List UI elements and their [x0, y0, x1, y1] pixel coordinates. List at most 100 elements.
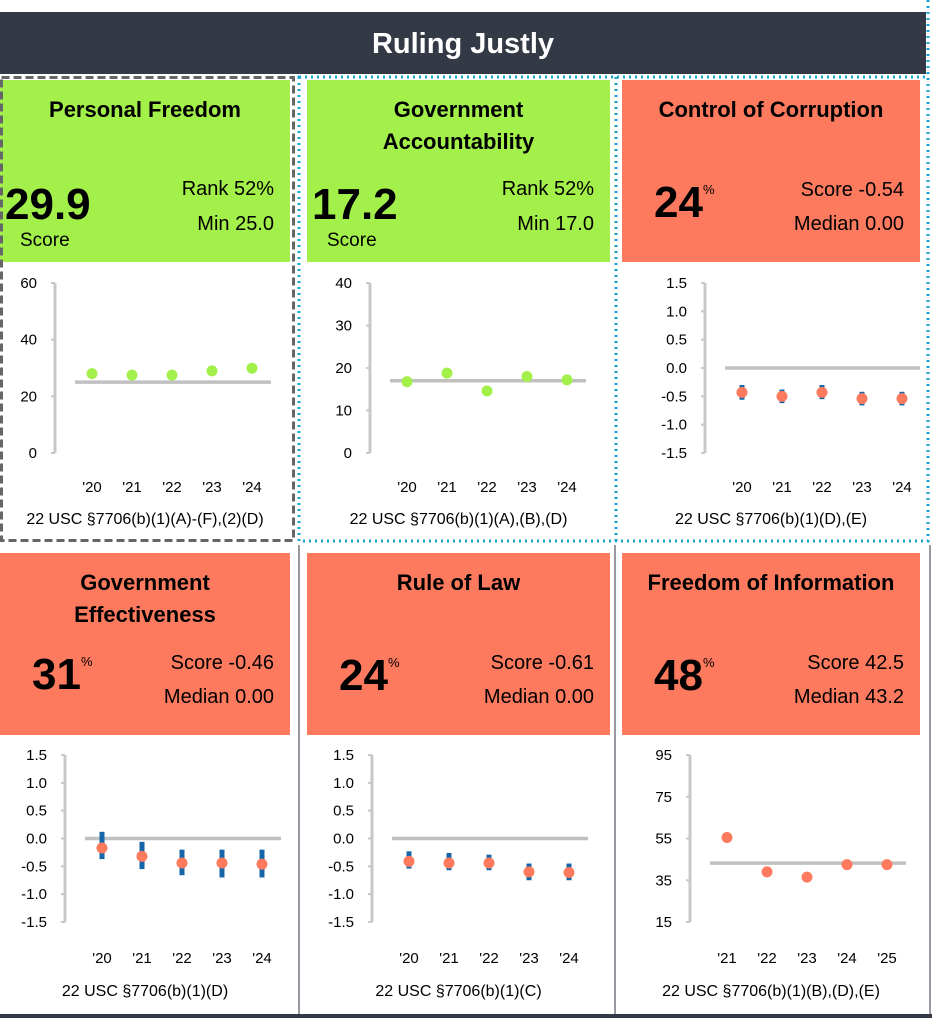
x-tick-label: '21 [439, 950, 459, 967]
x-tick-label: '20 [92, 950, 112, 967]
data-point [896, 393, 908, 405]
x-tick-label: '22 [757, 950, 777, 967]
data-point [521, 371, 533, 382]
data-point [403, 855, 415, 867]
indicator-panel: Government Accountability 17.2 Score Rank… [307, 75, 610, 540]
y-tick-label: 0.5 [333, 803, 354, 820]
panel-title-line: Freedom of Information [647, 570, 895, 595]
x-tick-label: '22 [477, 479, 497, 496]
indicator-panel: Freedom of Information 48% Score 42.5 Me… [622, 548, 920, 1013]
data-point [401, 376, 413, 388]
data-point [856, 393, 868, 405]
y-tick-label: 0.0 [666, 360, 687, 377]
x-tick-label: '25 [877, 950, 897, 967]
data-point [801, 871, 813, 883]
indicator-panel: Rule of Law 24% Score -0.61 Median 0.00 … [307, 548, 610, 1013]
data-point [563, 866, 575, 878]
percent-sign: % [702, 655, 715, 670]
data-point [721, 831, 733, 843]
data-point [881, 859, 893, 871]
y-tick-label: 1.0 [666, 303, 687, 320]
panel-title-line: Government [80, 570, 210, 595]
scatter-chart: 95 75 55 35 15 '21 '22 '23 '24 '25 [655, 747, 906, 967]
y-tick-label: -1.0 [328, 886, 354, 903]
y-tick-label: 75 [655, 789, 672, 806]
y-tick-label: 40 [335, 275, 352, 292]
x-tick-label: '22 [162, 479, 182, 496]
y-tick-label: 20 [335, 360, 352, 377]
panel-title-line: Rule of Law [396, 570, 521, 595]
y-tick-label: 60 [20, 275, 37, 292]
y-tick-label: 0.5 [666, 332, 687, 349]
stat-secondary: Median 0.00 [793, 213, 904, 235]
y-tick-label: -0.5 [21, 858, 47, 875]
data-point [776, 390, 788, 402]
indicator-panel: Control of Corruption 24% Score -0.54 Me… [622, 75, 920, 540]
y-tick-label: 0.5 [26, 803, 47, 820]
x-tick-label: '23 [852, 479, 872, 496]
scatter-chart: 40 30 20 10 0 '20 '21 '22 '23 '24 [335, 275, 586, 496]
percentile-value: 48 [654, 651, 703, 700]
data-point [443, 857, 455, 869]
indicator-header: Freedom of Information 48% Score 42.5 Me… [622, 553, 920, 735]
x-tick-label: '24 [892, 479, 912, 496]
legal-citation: 22 USC §7706(b)(1)(A)-(F),(2)(D) [26, 511, 264, 528]
data-point [216, 857, 228, 869]
panel-title: Government Effectiveness [0, 567, 290, 631]
data-point [96, 842, 108, 854]
data-point [841, 859, 853, 871]
legal-citation: 22 USC §7706(b)(1)(B),(D),(E) [662, 983, 880, 1000]
data-point [523, 866, 535, 878]
y-tick-label: -0.5 [661, 388, 687, 405]
x-tick-label: '24 [837, 950, 857, 967]
indicator-panel: Personal Freedom 29.9 Score Rank 52% Min… [0, 75, 290, 540]
percent-sign: % [702, 182, 715, 197]
y-tick-label: -1.0 [21, 886, 47, 903]
data-point [86, 368, 98, 380]
indicator-header: Personal Freedom 29.9 Score Rank 52% Min… [0, 80, 290, 262]
scatter-chart: 1.5 1.0 0.5 0.0 -0.5 -1.0 -1.5 '20 '21 '22 '23 '24 [661, 275, 920, 496]
stat-secondary: Min 25.0 [197, 213, 274, 235]
y-tick-label: 0.0 [26, 831, 47, 848]
percentile-value: 31 [32, 650, 81, 699]
stat-secondary: Min 17.0 [517, 213, 594, 235]
x-tick-label: '21 [772, 479, 792, 496]
y-tick-label: 30 [335, 318, 352, 335]
panel-title: Government Accountability [307, 94, 610, 158]
stat-primary: Score -0.46 [170, 652, 274, 674]
percentile-value: 24 [654, 178, 703, 227]
data-point [256, 858, 268, 870]
percent-sign: % [387, 655, 400, 670]
data-point [206, 365, 218, 377]
x-tick-label: '23 [797, 950, 817, 967]
y-tick-label: -1.0 [661, 417, 687, 434]
data-point [561, 374, 573, 386]
y-tick-label: 10 [335, 403, 352, 420]
data-point [481, 385, 493, 397]
x-tick-label: '22 [479, 950, 499, 967]
data-point [816, 386, 828, 398]
stat-primary: Rank 52% [181, 178, 274, 200]
stat-secondary: Median 0.00 [483, 686, 594, 708]
y-tick-label: 1.5 [26, 747, 47, 764]
y-tick-label: 0 [344, 445, 352, 462]
y-tick-label: -1.5 [661, 445, 687, 462]
percentile-value: 24 [339, 651, 388, 700]
y-tick-label: 40 [20, 332, 37, 349]
legal-citation: 22 USC §7706(b)(1)(D),(E) [674, 511, 868, 528]
y-tick-label: 95 [655, 747, 672, 764]
panel-title: Rule of Law [307, 567, 610, 599]
panel-title-line: Effectiveness [74, 602, 216, 627]
stat-primary: Score 42.5 [807, 652, 904, 674]
y-tick-label: 1.5 [333, 747, 354, 764]
legal-citation: 22 USC §7706(b)(1)(D) [61, 983, 229, 1000]
score-value: 17.2 [312, 180, 398, 229]
x-tick-label: '20 [732, 479, 752, 496]
y-tick-label: 15 [655, 914, 672, 931]
y-tick-label: 1.0 [333, 775, 354, 792]
stat-primary: Score -0.61 [490, 652, 594, 674]
y-tick-label: -1.5 [21, 914, 47, 931]
x-tick-label: '20 [82, 479, 102, 496]
x-tick-label: '22 [172, 950, 192, 967]
scatter-chart: 1.5 1.0 0.5 0.0 -0.5 -1.0 -1.5 '20 '21 '22 '23 '24 [328, 747, 588, 967]
